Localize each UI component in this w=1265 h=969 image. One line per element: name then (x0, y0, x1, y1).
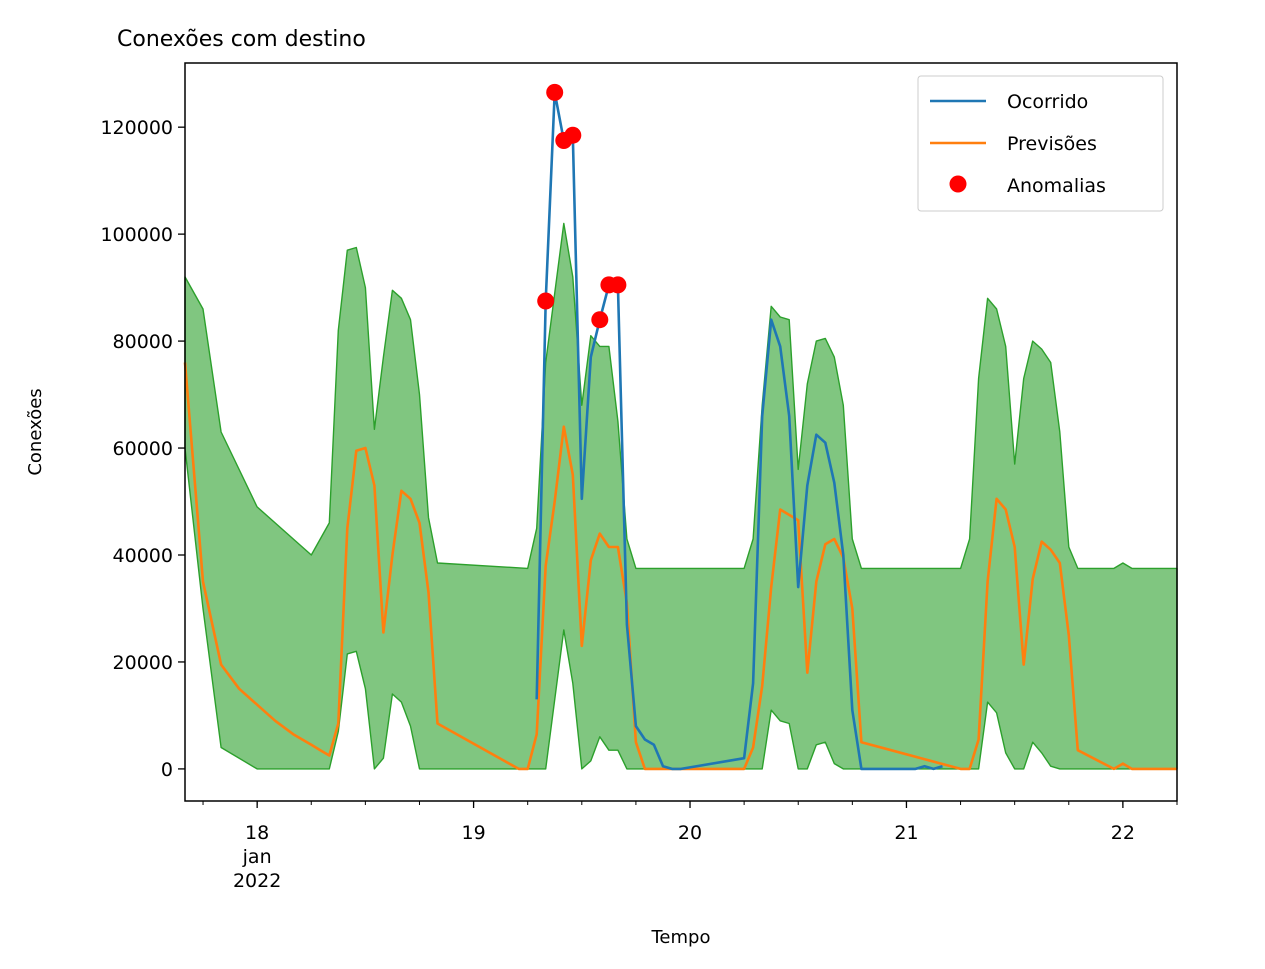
legend-box (917, 75, 1164, 212)
x-tick-label: jan (242, 846, 272, 868)
legend: Ocorrido Previsões Anomalias (917, 75, 1164, 212)
plot-area (183, 83, 1178, 771)
anomaly-point (609, 276, 627, 294)
x-tick-label: 22 (1111, 822, 1135, 844)
x-axis-label: Tempo (651, 927, 711, 948)
axes-frame (184, 62, 1178, 802)
anomaly-point (537, 292, 555, 310)
y-axis: 0 20000 40000 60000 80000 100000 120000 (100, 117, 185, 781)
legend-label-anomaly: Anomalias (1007, 175, 1106, 197)
anomaly-point (591, 311, 609, 329)
series-line-ocorrido (535, 91, 943, 771)
y-tick-label: 40000 (113, 545, 173, 567)
y-tick-label: 100000 (100, 224, 173, 246)
x-tick-label: 20 (678, 822, 702, 844)
x-tick-label: 18 (245, 822, 269, 844)
legend-swatch-anomaly (949, 175, 967, 193)
y-tick-label: 0 (161, 759, 173, 781)
y-tick-label: 80000 (113, 331, 173, 353)
y-tick-label: 60000 (113, 438, 173, 460)
y-axis-label: Conexões (25, 388, 46, 475)
x-tick-label: 19 (461, 822, 485, 844)
y-tick-label: 20000 (113, 652, 173, 674)
x-tick-label: 21 (894, 822, 918, 844)
chart-title: Conexões com destino (117, 27, 366, 52)
y-tick-label: 120000 (100, 117, 173, 139)
anomaly-point (564, 126, 582, 144)
legend-label-actual: Ocorrido (1007, 91, 1088, 113)
legend-label-forecast: Previsões (1007, 133, 1097, 155)
x-tick-label: 2022 (233, 870, 281, 892)
anomaly-point (546, 83, 564, 101)
